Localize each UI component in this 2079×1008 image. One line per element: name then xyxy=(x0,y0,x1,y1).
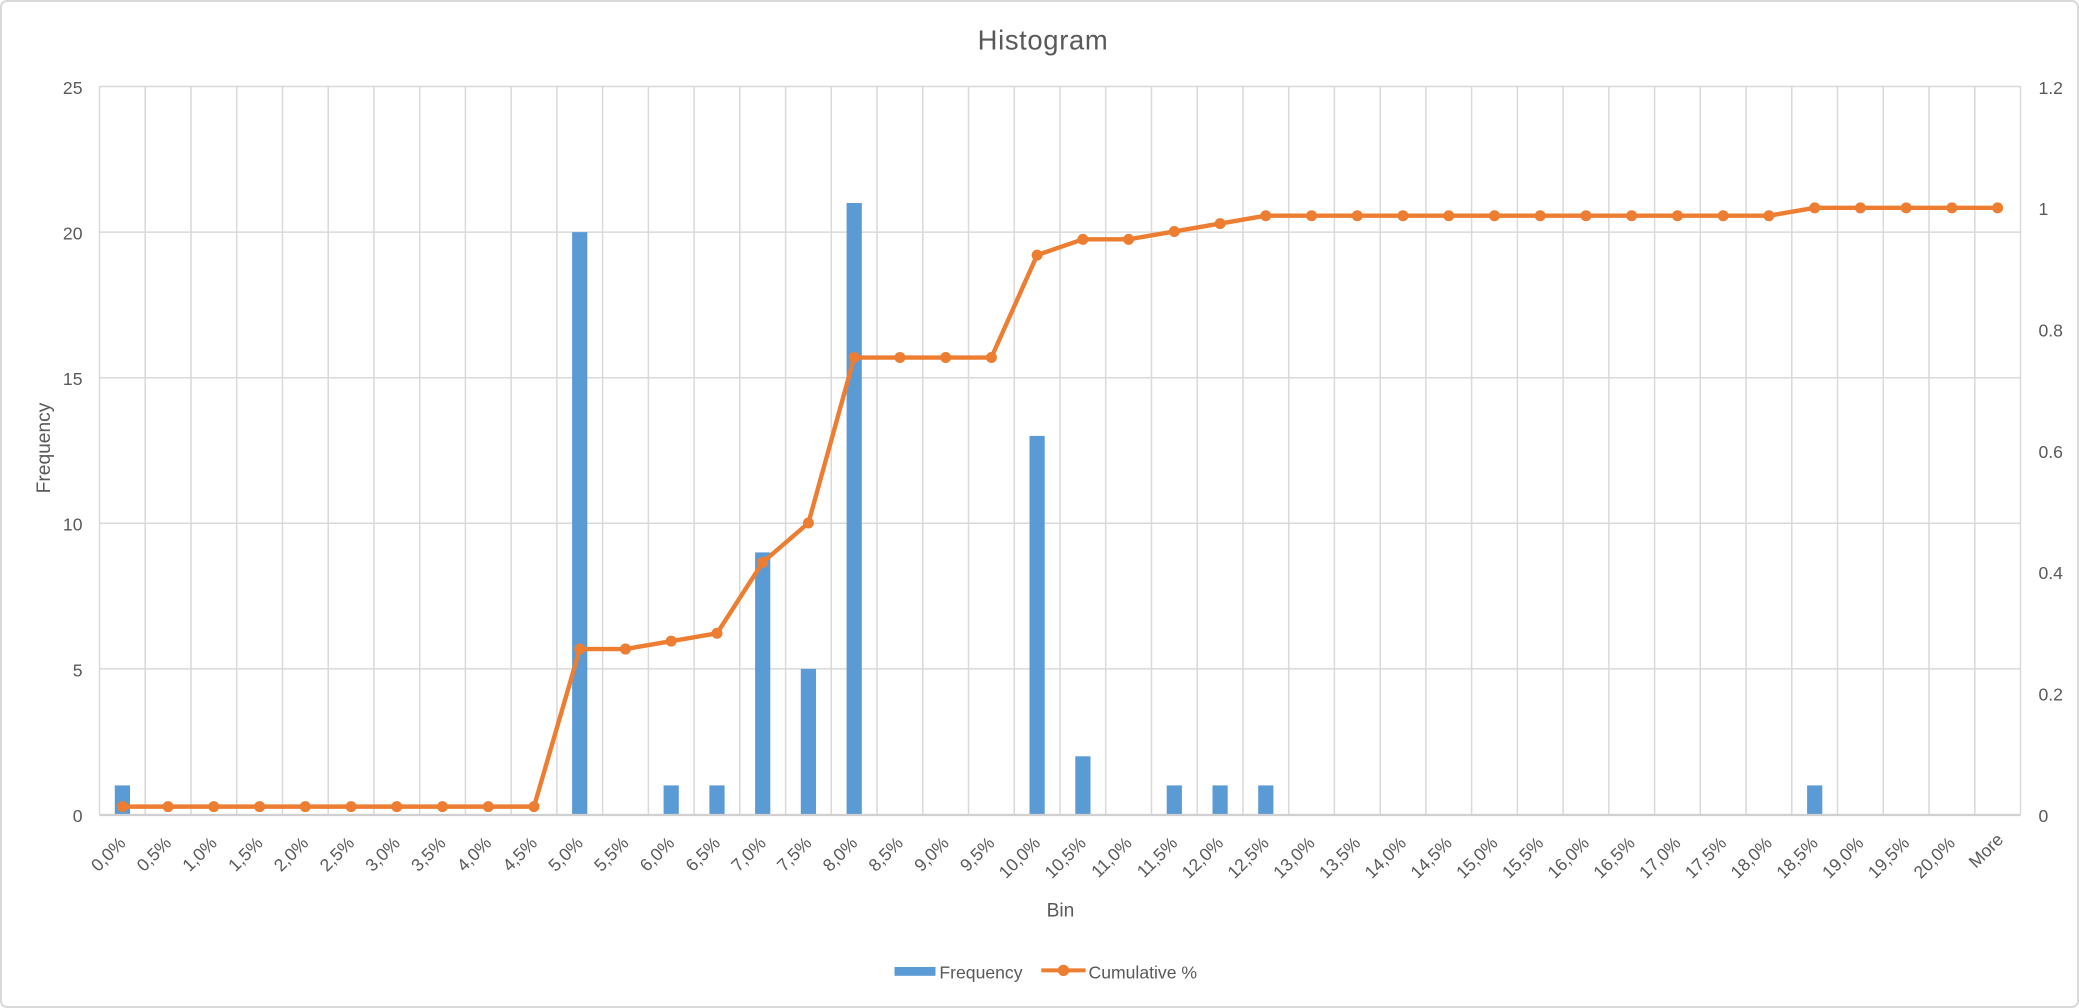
svg-text:0.8: 0.8 xyxy=(2039,321,2064,341)
svg-text:1.2: 1.2 xyxy=(2039,78,2063,98)
svg-text:0.6: 0.6 xyxy=(2039,442,2064,462)
svg-text:20: 20 xyxy=(63,224,83,244)
svg-text:5: 5 xyxy=(73,660,83,680)
svg-text:0.4: 0.4 xyxy=(2039,563,2064,583)
svg-text:25: 25 xyxy=(63,78,83,98)
svg-text:Frequency: Frequency xyxy=(34,402,55,493)
svg-text:10: 10 xyxy=(63,515,83,535)
svg-text:15: 15 xyxy=(63,369,83,389)
svg-text:1: 1 xyxy=(2039,199,2049,219)
svg-text:0.2: 0.2 xyxy=(2039,685,2063,705)
svg-text:Cumulative %: Cumulative % xyxy=(1089,963,1198,983)
svg-text:0: 0 xyxy=(73,806,83,826)
svg-text:Bin: Bin xyxy=(1047,900,1075,921)
svg-text:0: 0 xyxy=(2039,806,2049,826)
svg-text:Frequency: Frequency xyxy=(939,963,1022,983)
svg-text:Histogram: Histogram xyxy=(978,25,1109,56)
